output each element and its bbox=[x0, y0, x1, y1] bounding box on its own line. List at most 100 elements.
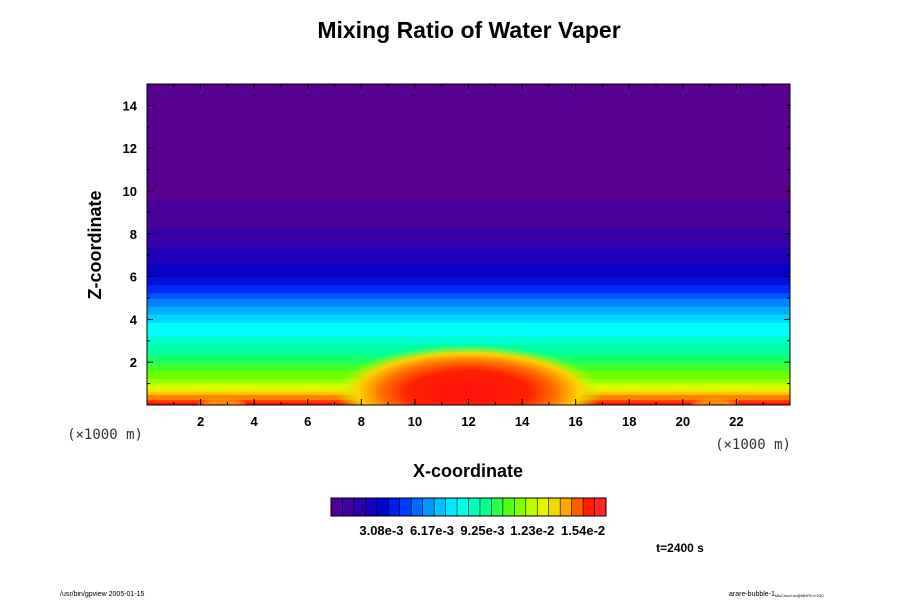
y-tick-label: 4 bbox=[130, 312, 138, 327]
field-band bbox=[147, 177, 790, 181]
field-band bbox=[147, 338, 790, 342]
field-band bbox=[147, 191, 790, 195]
field-band bbox=[147, 306, 790, 310]
colorbar-cell bbox=[365, 498, 378, 516]
colorbar-cell bbox=[479, 498, 492, 516]
field-band bbox=[147, 215, 790, 219]
field-band bbox=[147, 153, 790, 157]
field-band bbox=[147, 295, 790, 299]
field-band bbox=[147, 220, 790, 224]
field-band bbox=[147, 102, 790, 106]
field-band bbox=[147, 335, 790, 339]
field-band bbox=[147, 260, 790, 264]
field-band bbox=[147, 255, 790, 259]
x-axis-label: X-coordinate bbox=[413, 461, 523, 481]
x-tick-label: 4 bbox=[251, 414, 259, 429]
field-band bbox=[147, 228, 790, 232]
field-band bbox=[147, 223, 790, 227]
footer-right-sub: MixCloud.nc@MixRV,t=240 bbox=[775, 593, 824, 598]
field-band bbox=[147, 209, 790, 213]
field-band bbox=[147, 193, 790, 197]
field-band bbox=[147, 148, 790, 152]
y-tick-label: 8 bbox=[130, 227, 137, 242]
field-band bbox=[147, 110, 790, 115]
colorbar-cell bbox=[342, 498, 355, 516]
left-surface-bump bbox=[197, 392, 247, 405]
y-tick-label: 6 bbox=[130, 270, 137, 285]
field-band bbox=[147, 236, 790, 240]
footer-right: arare-bubble-1MixCloud.nc@MixRV,t=240 bbox=[729, 591, 824, 598]
colorbar-tick-label: 3.08e-3 bbox=[359, 523, 403, 538]
x-tick-label: 20 bbox=[676, 414, 690, 429]
field-band bbox=[147, 330, 790, 334]
field-band bbox=[147, 92, 790, 96]
field-band bbox=[147, 279, 790, 283]
field-band bbox=[147, 188, 790, 192]
field-band bbox=[147, 108, 790, 112]
plot-area bbox=[147, 84, 790, 405]
colorbar-cell bbox=[468, 498, 481, 516]
colorbar-tick-label: 1.23e-2 bbox=[510, 523, 554, 538]
field-band bbox=[147, 134, 790, 139]
field-band bbox=[147, 319, 790, 323]
field-band bbox=[147, 298, 790, 302]
colorbar-tick-label: 1.54e-2 bbox=[561, 523, 605, 538]
field-band bbox=[147, 308, 790, 312]
field-band bbox=[147, 207, 790, 211]
field-band bbox=[147, 249, 790, 254]
field-band bbox=[147, 204, 790, 208]
field-band bbox=[147, 233, 790, 238]
field-band bbox=[147, 292, 790, 296]
field-band bbox=[147, 231, 790, 235]
colorbar-cell bbox=[537, 498, 550, 516]
field-band bbox=[147, 180, 790, 184]
field-band bbox=[147, 332, 790, 337]
field-band bbox=[147, 212, 790, 216]
field-band bbox=[147, 314, 790, 318]
colorbar-cell bbox=[388, 498, 401, 516]
field-band bbox=[147, 89, 790, 93]
field-band bbox=[147, 276, 790, 280]
field-band bbox=[147, 113, 790, 117]
field-band bbox=[147, 158, 790, 163]
field-band bbox=[147, 94, 790, 98]
central-plume bbox=[334, 345, 603, 405]
field-band bbox=[147, 169, 790, 173]
field-band bbox=[147, 142, 790, 147]
x-tick-label: 22 bbox=[729, 414, 743, 429]
x-tick-label: 14 bbox=[515, 414, 530, 429]
field-band bbox=[147, 303, 790, 307]
field-band bbox=[147, 281, 790, 286]
colorbar-cell bbox=[594, 498, 607, 516]
colorbar-cell bbox=[548, 498, 561, 516]
colorbar-cell bbox=[560, 498, 572, 516]
y-tick-label: 14 bbox=[123, 98, 138, 113]
colorbar bbox=[330, 497, 607, 517]
field-band bbox=[147, 116, 790, 120]
colorbar-frame bbox=[330, 497, 607, 517]
colorbar-cell bbox=[422, 498, 435, 516]
y-axis-ticks: 2 4 6 8 10 12 14 bbox=[123, 83, 790, 406]
field-band bbox=[147, 126, 790, 131]
field-band bbox=[147, 174, 790, 179]
colorbar-cell bbox=[399, 498, 412, 516]
field-band bbox=[147, 284, 790, 288]
field-band bbox=[147, 316, 790, 320]
field-band bbox=[147, 129, 790, 133]
field-band bbox=[147, 289, 790, 294]
field-band bbox=[147, 145, 790, 149]
colorbar-cell bbox=[376, 498, 389, 516]
field-band bbox=[147, 150, 790, 155]
colorbar-cell bbox=[411, 498, 423, 516]
field-band bbox=[147, 271, 790, 275]
colorbar-tick-labels: 3.08e-3 6.17e-3 9.25e-3 1.23e-2 1.54e-2 bbox=[359, 523, 605, 538]
x-scale-note: (×1000 m) bbox=[715, 437, 791, 453]
field-band bbox=[147, 137, 790, 141]
field-band bbox=[147, 121, 790, 125]
field-band bbox=[147, 239, 790, 243]
field-band bbox=[147, 244, 790, 248]
field-band bbox=[147, 140, 790, 144]
field-band bbox=[147, 100, 790, 104]
y-scale-note: (×1000 m) bbox=[67, 427, 143, 443]
field-band bbox=[147, 311, 790, 315]
